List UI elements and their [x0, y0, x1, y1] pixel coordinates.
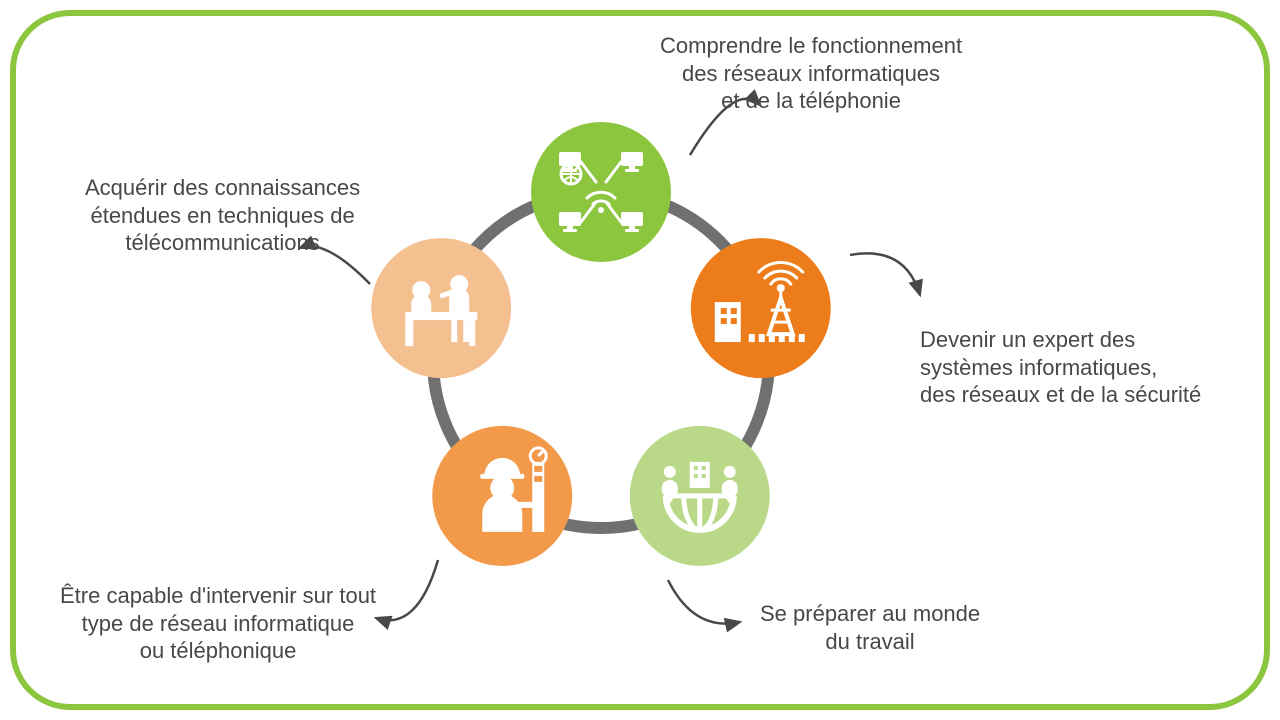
label-right: Devenir un expert des systèmes informati… — [920, 326, 1201, 409]
globe-people-icon — [662, 462, 738, 530]
label-bottom-right: Se préparer au monde du travail — [760, 600, 980, 655]
label-top: Comprendre le fonctionnement des réseaux… — [660, 32, 962, 115]
node-bottom-left — [432, 426, 572, 566]
node-top — [531, 122, 671, 262]
node-left — [371, 238, 511, 378]
label-left: Acquérir des connaissances étendues en t… — [85, 174, 360, 257]
node-right — [691, 238, 831, 378]
label-bottom-left: Être capable d'intervenir sur tout type … — [60, 582, 376, 665]
node-bottom-right — [630, 426, 770, 566]
